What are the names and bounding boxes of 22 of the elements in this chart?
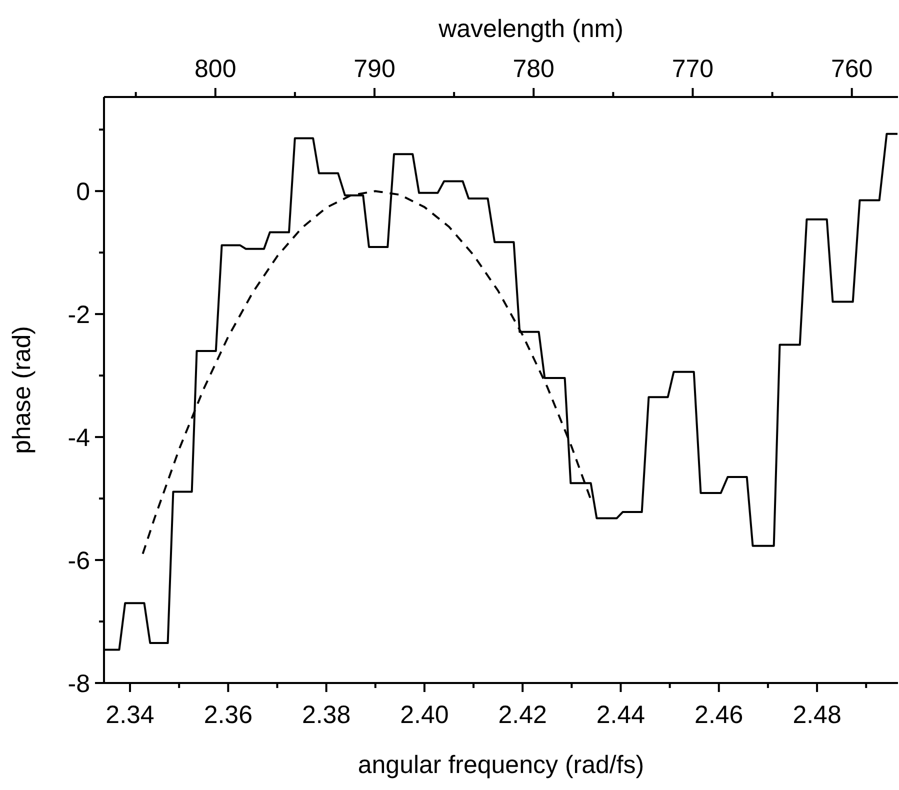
y-tick-label: -4 [68,424,90,452]
x2-tick-label: 790 [354,55,396,83]
x2-tick-label: 760 [830,55,873,83]
y-tick-label: -2 [68,301,90,330]
x-axis-title: angular frequency (rad/fs) [358,751,644,779]
x2-tick-label: 770 [672,55,714,83]
x2-tick-label: 780 [512,55,554,83]
y-tick-label: -6 [68,547,90,576]
x2-axis-title: wavelength (nm) [438,15,624,43]
x-tick-label: 2.34 [106,701,154,729]
y-axis-title: phase (rad) [8,326,36,454]
x-tick-label: 2.40 [400,701,449,729]
y-tick-label: -8 [68,670,90,698]
x-tick-label: 2.46 [694,701,744,729]
x-tick-label: 2.36 [204,701,252,729]
y-tick-label: 0 [76,178,90,206]
x-tick-label: 2.38 [302,701,351,729]
x2-tick-label: 800 [194,55,236,83]
x-tick-label: 2.48 [792,701,842,729]
line-series [142,190,593,555]
x-tick-label: 2.42 [498,701,547,729]
x-tick-label: 2.44 [596,701,646,729]
